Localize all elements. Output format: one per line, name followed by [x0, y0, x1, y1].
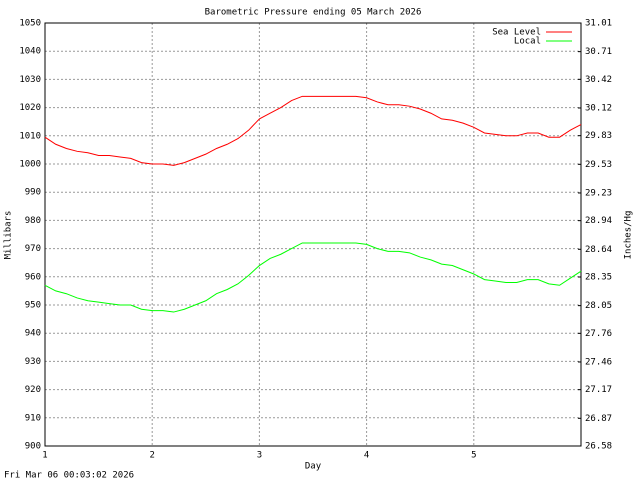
y-tick-label: 990 [25, 188, 41, 198]
y-tick-label: 920 [25, 385, 41, 395]
y-tick-label: 1040 [19, 47, 41, 57]
y2-tick-label: 27.46 [585, 357, 612, 367]
chart-title: Barometric Pressure ending 05 March 2026 [205, 8, 422, 18]
y-tick-label: 1010 [19, 131, 41, 141]
y2-tick-label: 30.12 [585, 103, 612, 113]
y2-tick-label: 28.05 [585, 301, 612, 311]
y-tick-label: 1000 [19, 160, 41, 170]
y2-tick-label: 30.71 [585, 47, 612, 57]
timestamp: Fri Mar 06 00:03:02 2026 [4, 471, 134, 480]
y-tick-label: 980 [25, 216, 41, 226]
y-tick-label: 1050 [19, 19, 41, 29]
y2-tick-label: 30.42 [585, 75, 612, 85]
y2-tick-label: 29.53 [585, 160, 612, 170]
plot-frame [44, 22, 582, 447]
x-axis-label: Day [305, 462, 322, 472]
line-series [44, 242, 582, 313]
x-tick-label: 1 [42, 451, 47, 461]
y-tick-label: 910 [25, 413, 41, 423]
y-tick-label: 940 [25, 329, 41, 339]
x-tick-label: 4 [364, 451, 369, 461]
x-tick-label: 2 [149, 451, 154, 461]
y2-tick-label: 26.58 [585, 442, 612, 452]
y2-tick-label: 29.23 [585, 188, 612, 198]
y2-tick-label: 29.83 [585, 131, 612, 141]
y-tick-label: 970 [25, 244, 41, 254]
y2-tick-label: 31.01 [585, 19, 612, 29]
y-tick-label: 950 [25, 301, 41, 311]
x-tick-label: 5 [471, 451, 476, 461]
y-tick-label: 1030 [19, 75, 41, 85]
y2-axis-label: Inches/Hg [624, 211, 634, 260]
y2-tick-label: 28.35 [585, 272, 612, 282]
y2-tick-label: 28.64 [585, 245, 612, 255]
y-tick-label: 1020 [19, 103, 41, 113]
y2-tick-label: 26.87 [585, 414, 612, 424]
y-tick-label: 960 [25, 272, 41, 282]
y-tick-label: 930 [25, 357, 41, 367]
y-tick-label: 900 [25, 442, 41, 452]
x-tick-label: 3 [257, 451, 262, 461]
y2-tick-label: 27.17 [585, 385, 612, 395]
y2-tick-label: 27.76 [585, 329, 612, 339]
legend-label: Local [514, 37, 541, 47]
y2-tick-label: 28.94 [585, 216, 612, 226]
line-series [44, 95, 582, 166]
y-axis-label: Millibars [4, 211, 14, 260]
legend-label: Sea Level [492, 28, 541, 38]
